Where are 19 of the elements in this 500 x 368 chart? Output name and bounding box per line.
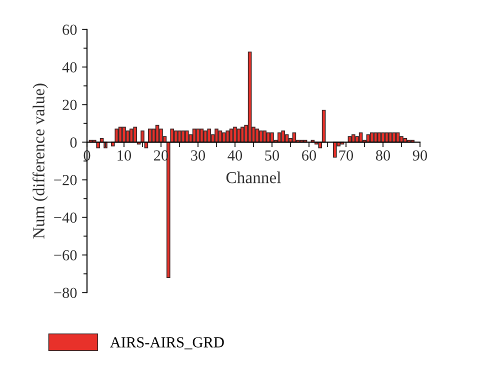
legend-label: AIRS-AIRS_GRD	[110, 337, 224, 350]
x-tick-label: 40	[228, 150, 242, 161]
y-tick-label: 60	[62, 24, 77, 35]
y-tick-label: −20	[54, 174, 77, 186]
y-tick-label: −40	[54, 212, 77, 223]
x-tick-label: 50	[265, 150, 280, 161]
x-tick-label: 10	[118, 150, 132, 161]
y-axis-title: Num (difference value)	[32, 84, 48, 239]
x-tick-label: 30	[191, 150, 206, 161]
x-tick-label: 80	[376, 150, 390, 161]
x-tick-label: 90	[412, 150, 428, 161]
y-tick-label: −60	[54, 250, 77, 260]
y-tick-label: −80	[54, 288, 77, 298]
y-tick-label: 40	[62, 62, 77, 72]
x-tick-label: 70	[339, 150, 354, 161]
y-tick-label: 20	[62, 100, 77, 110]
y-tick-label: 0	[70, 137, 77, 148]
x-tick-label: 60	[302, 150, 316, 161]
x-axis-title: Channel	[226, 172, 281, 184]
